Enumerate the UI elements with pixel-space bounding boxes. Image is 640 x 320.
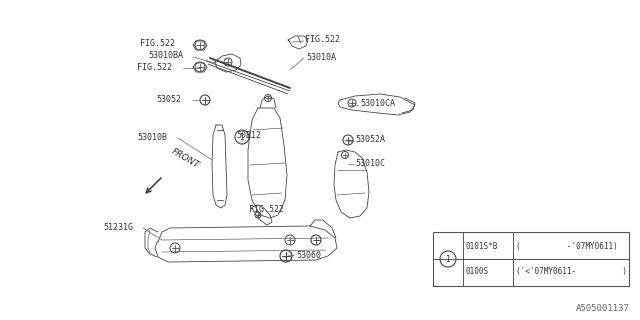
Circle shape: [235, 130, 249, 144]
Text: FIG.522: FIG.522: [249, 205, 284, 214]
Text: 1: 1: [445, 254, 451, 263]
Circle shape: [440, 251, 456, 267]
Text: 53052: 53052: [156, 95, 181, 105]
Bar: [433, 232, 629, 286]
Text: 53010CA: 53010CA: [360, 100, 395, 108]
Text: 53060: 53060: [296, 251, 321, 260]
Text: 0101S*B: 0101S*B: [466, 242, 499, 251]
Text: 53052A: 53052A: [355, 135, 385, 145]
Text: FRONT: FRONT: [170, 147, 201, 170]
Text: A505001137: A505001137: [576, 304, 630, 313]
Text: 1: 1: [239, 132, 244, 141]
Text: ('<'07MY0611-          ): ('<'07MY0611- ): [516, 267, 627, 276]
Text: 53010BA: 53010BA: [148, 51, 183, 60]
Text: 51231G: 51231G: [103, 223, 133, 233]
Text: 50812: 50812: [236, 132, 261, 140]
Text: FIG.522: FIG.522: [140, 38, 175, 47]
Text: 53010C: 53010C: [355, 158, 385, 167]
Text: 53010A: 53010A: [306, 52, 336, 61]
Text: 0100S: 0100S: [466, 267, 489, 276]
Text: 53010B: 53010B: [137, 133, 167, 142]
Text: (          -'07MY0611): ( -'07MY0611): [516, 242, 618, 251]
Text: FIG.522: FIG.522: [305, 36, 340, 44]
Text: FIG.522: FIG.522: [137, 63, 172, 73]
